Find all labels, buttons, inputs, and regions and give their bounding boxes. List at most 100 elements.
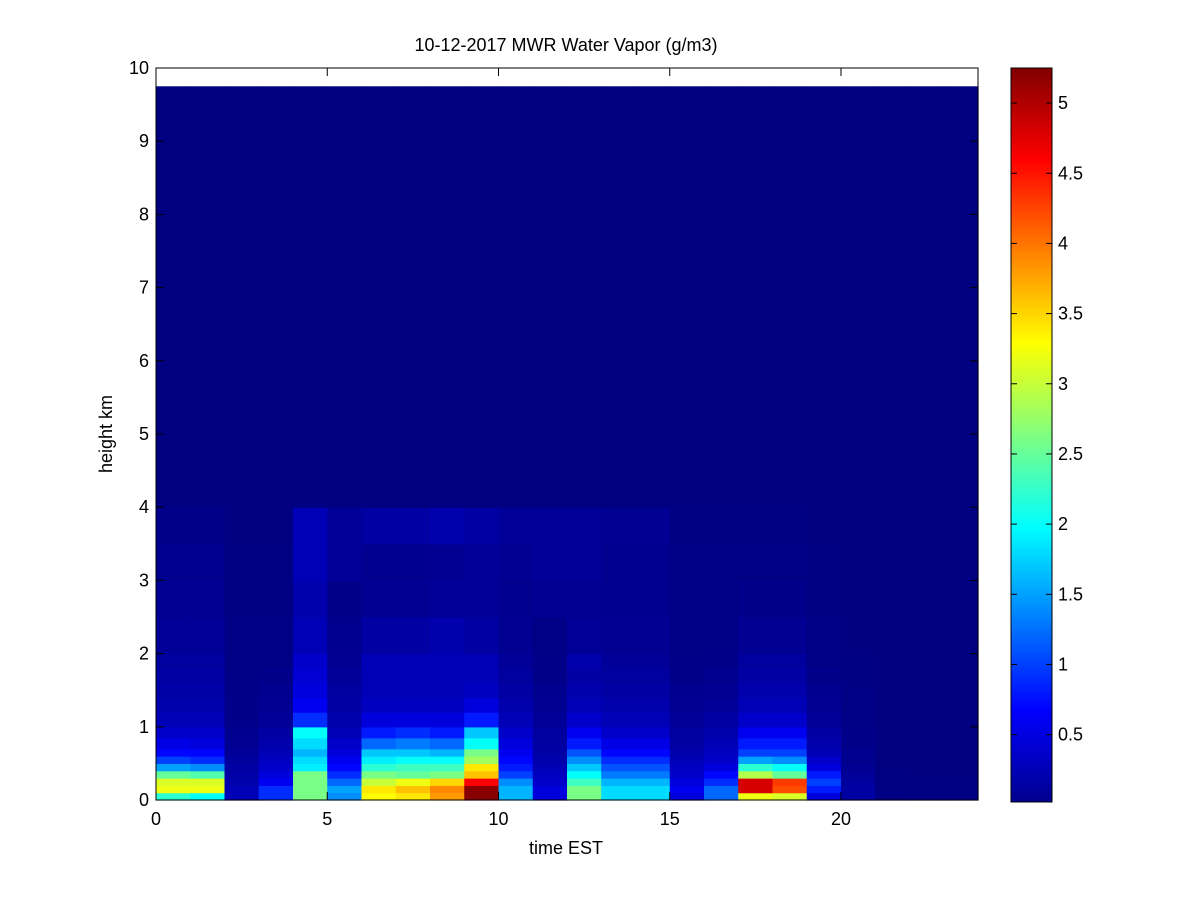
heatmap-cell xyxy=(361,86,397,508)
heatmap-cell xyxy=(635,712,671,728)
heatmap-cell xyxy=(395,763,431,772)
heatmap-cell xyxy=(258,785,294,794)
heatmap-cell xyxy=(567,756,602,764)
heatmap-cell xyxy=(327,507,363,545)
heatmap-cell xyxy=(395,785,431,794)
heatmap-cell xyxy=(224,763,260,772)
heatmap-cell xyxy=(909,668,945,684)
heatmap-cell xyxy=(464,617,500,655)
heatmap-cell xyxy=(601,653,637,669)
heatmap-cell xyxy=(875,697,911,713)
heatmap-cell xyxy=(190,86,226,508)
heatmap-cell xyxy=(430,778,465,786)
heatmap-cell xyxy=(635,726,671,739)
heatmap-cell xyxy=(943,778,979,786)
y-tick-label: 8 xyxy=(139,204,149,224)
heatmap-cell xyxy=(498,697,534,713)
heatmap-cell xyxy=(875,726,911,739)
heatmap-cell xyxy=(943,756,979,764)
heatmap-cell xyxy=(156,712,191,728)
heatmap-cell xyxy=(806,792,842,801)
heatmap-cell xyxy=(772,778,808,786)
heatmap-cell xyxy=(943,697,979,713)
heatmap-cell xyxy=(532,507,568,545)
heatmap-cell xyxy=(772,785,808,794)
heatmap-cell xyxy=(704,712,739,728)
heatmap-cell xyxy=(464,507,500,545)
heatmap-cell xyxy=(943,785,979,794)
heatmap-cell xyxy=(258,697,294,713)
heatmap-cell xyxy=(567,668,602,684)
heatmap-cell xyxy=(498,763,534,772)
heatmap-cell xyxy=(841,748,876,757)
heatmap-cell xyxy=(601,737,637,750)
colorbar-tick-label: 3 xyxy=(1058,374,1068,394)
heatmap-cell xyxy=(567,507,602,545)
heatmap-cell xyxy=(395,726,431,739)
heatmap-cell xyxy=(361,653,397,669)
heatmap-cell xyxy=(841,697,876,713)
heatmap-cell xyxy=(772,653,808,669)
heatmap-cell xyxy=(943,653,979,669)
heatmap-cell xyxy=(875,507,911,545)
heatmap-cell xyxy=(772,668,808,684)
heatmap-cell xyxy=(601,682,637,699)
heatmap-cell xyxy=(464,785,500,794)
heatmap-cell xyxy=(601,778,637,786)
colorbar-tick-label: 0.5 xyxy=(1058,725,1083,745)
heatmap-cell xyxy=(943,682,979,699)
heatmap-cell xyxy=(806,668,842,684)
heatmap-cell xyxy=(258,653,294,669)
heatmap-cell xyxy=(532,785,568,794)
heatmap-cell xyxy=(395,770,431,779)
heatmap-cell xyxy=(498,770,534,779)
heatmap-cell xyxy=(224,580,260,618)
colorbar-tick-label: 4 xyxy=(1058,233,1068,253)
heatmap-cell xyxy=(156,770,191,779)
heatmap-cell xyxy=(738,543,774,581)
heatmap-cell xyxy=(601,86,637,508)
heatmap-cell xyxy=(156,86,191,508)
heatmap-cell xyxy=(635,785,671,794)
heatmap-cell xyxy=(224,617,260,655)
heatmap-cell xyxy=(532,712,568,728)
heatmap-cell xyxy=(258,737,294,750)
heatmap-cell xyxy=(498,617,534,655)
heatmap-cell xyxy=(567,770,602,779)
heatmap-cell xyxy=(293,726,328,739)
heatmap-cell xyxy=(601,726,637,739)
heatmap-cell xyxy=(738,580,774,618)
heatmap-cell xyxy=(532,778,568,786)
heatmap-cell xyxy=(943,86,979,508)
y-tick-label: 6 xyxy=(139,351,149,371)
colorbar-tick-label: 1 xyxy=(1058,654,1068,674)
heatmap-cell xyxy=(498,726,534,739)
heatmap-cell xyxy=(395,668,431,684)
heatmap-cell xyxy=(772,580,808,618)
heatmap-cell xyxy=(601,507,637,545)
heatmap-cell xyxy=(361,785,397,794)
heatmap-cell xyxy=(361,507,397,545)
heatmap-cell xyxy=(190,756,226,764)
heatmap-cell xyxy=(738,778,774,786)
heatmap-cell xyxy=(943,712,979,728)
heatmap-cell xyxy=(293,668,328,684)
heatmap-cell xyxy=(635,86,671,508)
heatmap-cell xyxy=(909,580,945,618)
heatmap-cell xyxy=(841,763,876,772)
heatmap-cell xyxy=(806,763,842,772)
heatmap-cell xyxy=(772,763,808,772)
heatmap-cell xyxy=(258,778,294,786)
heatmap-cell xyxy=(567,792,602,801)
heatmap-cell xyxy=(327,682,363,699)
heatmap-cell xyxy=(532,737,568,750)
heatmap-cell xyxy=(738,737,774,750)
heatmap-cell xyxy=(875,748,911,757)
heatmap-cell xyxy=(498,737,534,750)
heatmap-cell xyxy=(875,778,911,786)
heatmap-cell xyxy=(635,778,671,786)
heatmap-cell xyxy=(224,748,260,757)
heatmap-cell xyxy=(635,697,671,713)
heatmap-cell xyxy=(806,543,842,581)
heatmap-cell xyxy=(806,86,842,508)
